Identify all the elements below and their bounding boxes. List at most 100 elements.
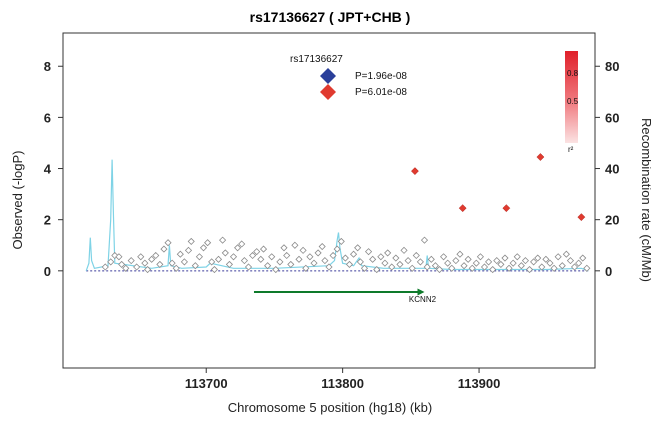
- x-tick-label: 113900: [458, 376, 501, 391]
- gene-arrow-head: [417, 288, 425, 296]
- y2-axis-title: Recombination rate (cM/Mb): [639, 118, 651, 282]
- gene-label: KCNN2: [409, 295, 437, 304]
- x-axis: 113700 113800 113900: [185, 368, 500, 391]
- snp-point: [480, 263, 489, 271]
- snp-point: [164, 239, 172, 247]
- y-axis-left: 0 2 4 6 8: [44, 59, 63, 279]
- snp-point: [191, 262, 199, 270]
- snp-point: [448, 264, 456, 272]
- snp-point: [176, 250, 184, 258]
- snp-point: [408, 264, 416, 272]
- snp-point: [354, 244, 362, 252]
- x-axis-title: Chromosome 5 position (hg18) (kb): [228, 400, 432, 415]
- snp-point: [570, 263, 579, 271]
- snp-point: [302, 264, 310, 272]
- snp-point: [485, 258, 493, 266]
- snp-point: [199, 244, 208, 252]
- snp-point: [456, 250, 464, 258]
- snp-point: [219, 236, 227, 244]
- snp-point: [364, 248, 373, 256]
- snp-point: [538, 263, 546, 271]
- chart-title: rs17136627 ( JPT+CHB ): [250, 9, 411, 25]
- legend-label-1: P=1.96e-08: [355, 71, 407, 82]
- snp-point: [404, 257, 412, 265]
- snp-point: [562, 250, 570, 258]
- snp-point: [141, 259, 149, 267]
- y2-tick-label: 0: [605, 264, 612, 279]
- significant-snp-point: [577, 213, 586, 222]
- snp-point: [329, 251, 337, 260]
- snp-point: [423, 263, 431, 271]
- snp-point: [152, 251, 160, 260]
- significant-snp-point: [410, 167, 419, 176]
- snp-point: [388, 263, 396, 271]
- snp-point: [283, 251, 291, 260]
- snp-point: [431, 262, 439, 270]
- snp-point: [493, 257, 501, 265]
- snp-point: [333, 245, 341, 253]
- r2-tick-08: 0.8: [567, 69, 579, 78]
- snp-point: [501, 254, 509, 262]
- snp-point: [168, 259, 176, 267]
- snp-point: [321, 257, 329, 265]
- snp-point: [349, 250, 358, 258]
- snp-point: [172, 264, 180, 272]
- snp-point: [472, 259, 480, 267]
- legend-marker-red: [320, 84, 336, 100]
- snp-point: [253, 248, 261, 256]
- legend-title: rs17136627: [290, 54, 343, 65]
- snp-point: [566, 257, 575, 265]
- snp-point: [238, 240, 246, 248]
- significant-snp-point: [458, 204, 467, 213]
- snp-point: [558, 262, 566, 270]
- snp-point: [101, 263, 109, 271]
- snp-point: [554, 253, 562, 261]
- r2-label: r²: [568, 145, 574, 154]
- snp-point: [118, 260, 126, 268]
- x-tick-label: 113700: [185, 376, 228, 391]
- snp-point: [384, 249, 392, 257]
- snp-point: [160, 245, 168, 253]
- y-axis-title: Observed (-logP): [10, 151, 25, 250]
- snp-point: [314, 249, 322, 257]
- snp-point: [184, 246, 193, 254]
- y-tick-label: 6: [44, 110, 51, 125]
- snp-point: [356, 258, 364, 266]
- snp-point: [127, 257, 135, 265]
- snp-point: [276, 258, 284, 266]
- snp-point: [268, 253, 276, 261]
- snp-point: [464, 255, 472, 263]
- snp-point: [280, 244, 288, 252]
- snp-point: [195, 253, 203, 261]
- snp-point: [264, 262, 272, 270]
- snp-point: [521, 257, 529, 265]
- snp-point: [122, 264, 130, 272]
- snp-point: [287, 260, 295, 268]
- r2-colorbar: 0.8 0.5 r²: [565, 51, 579, 154]
- snp-point: [204, 239, 212, 247]
- snp-point: [208, 258, 216, 266]
- snp-point: [505, 264, 513, 272]
- legend: rs17136627 P=1.96e-08 P=6.01e-08: [290, 54, 407, 100]
- snp-point: [325, 263, 333, 271]
- snp-point: [310, 259, 318, 267]
- legend-marker-blue: [320, 68, 336, 84]
- snp-point: [214, 255, 223, 263]
- snp-point: [460, 262, 468, 270]
- snp-point: [225, 260, 233, 268]
- y2-tick-label: 80: [605, 59, 619, 74]
- snp-point: [550, 264, 558, 272]
- snp-point: [373, 265, 381, 274]
- snp-point: [377, 253, 385, 261]
- y2-tick-label: 40: [605, 162, 619, 177]
- snp-point: [440, 253, 448, 261]
- snp-point: [148, 255, 156, 263]
- snp-point: [412, 251, 420, 260]
- snp-point: [542, 255, 550, 263]
- snp-point: [318, 242, 326, 251]
- snp-point: [259, 245, 268, 253]
- snp-point: [381, 259, 389, 267]
- snp-point: [291, 241, 299, 249]
- snp-point: [509, 259, 517, 267]
